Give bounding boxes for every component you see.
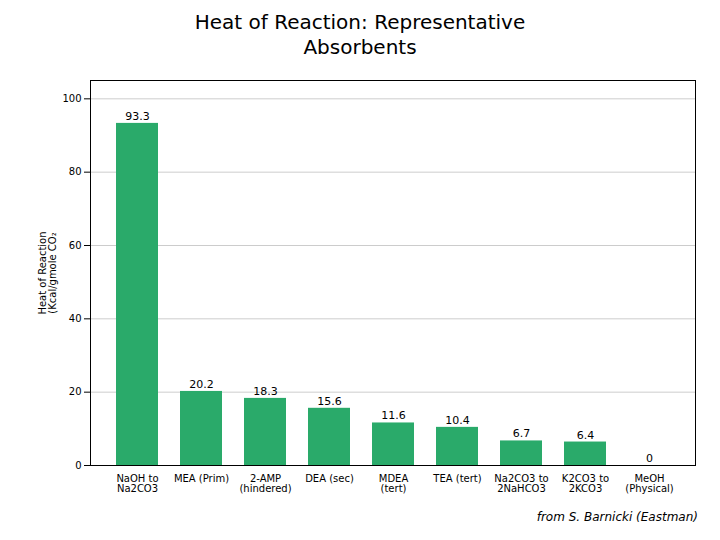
svg-text:80: 80 bbox=[69, 166, 82, 177]
svg-text:93.3: 93.3 bbox=[125, 110, 150, 123]
svg-text:20.2: 20.2 bbox=[189, 378, 214, 391]
svg-text:TEA (tert): TEA (tert) bbox=[432, 473, 481, 484]
svg-text:11.6: 11.6 bbox=[381, 409, 406, 422]
svg-text:0: 0 bbox=[646, 452, 653, 465]
svg-text:6.4: 6.4 bbox=[577, 429, 595, 442]
svg-text:6.7: 6.7 bbox=[513, 427, 531, 440]
svg-text:MeOH(Physical): MeOH(Physical) bbox=[625, 473, 674, 494]
svg-text:Heat of Reaction(Kcal/gmole CO: Heat of Reaction(Kcal/gmole CO₂ bbox=[37, 231, 58, 314]
svg-text:40: 40 bbox=[69, 313, 82, 324]
svg-text:DEA (sec): DEA (sec) bbox=[305, 473, 354, 484]
svg-text:15.6: 15.6 bbox=[317, 395, 342, 408]
svg-text:60: 60 bbox=[69, 240, 82, 251]
svg-text:MDEA(tert): MDEA(tert) bbox=[379, 473, 409, 494]
svg-text:Na2CO3 to2NaHCO3: Na2CO3 to2NaHCO3 bbox=[494, 473, 548, 494]
svg-text:2-AMP(hindered): 2-AMP(hindered) bbox=[239, 473, 291, 494]
svg-text:NaOH toNa2CO3: NaOH toNa2CO3 bbox=[116, 473, 158, 494]
svg-text:0: 0 bbox=[75, 460, 81, 471]
svg-text:MEA (Prim): MEA (Prim) bbox=[174, 473, 229, 484]
svg-text:10.4: 10.4 bbox=[445, 414, 470, 427]
html-text:Heat of Reaction: Representati: Heat of Reaction: Representative Absorbe… bbox=[194, 10, 526, 59]
svg-text:18.3: 18.3 bbox=[253, 385, 278, 398]
svg-text:100: 100 bbox=[62, 93, 81, 104]
svg-text:20: 20 bbox=[69, 386, 82, 397]
svg-text:K2CO3 to2KCO3: K2CO3 to2KCO3 bbox=[562, 473, 609, 494]
html-text:from S. Barnicki (Eastman): from S. Barnicki (Eastman) bbox=[536, 510, 698, 524]
